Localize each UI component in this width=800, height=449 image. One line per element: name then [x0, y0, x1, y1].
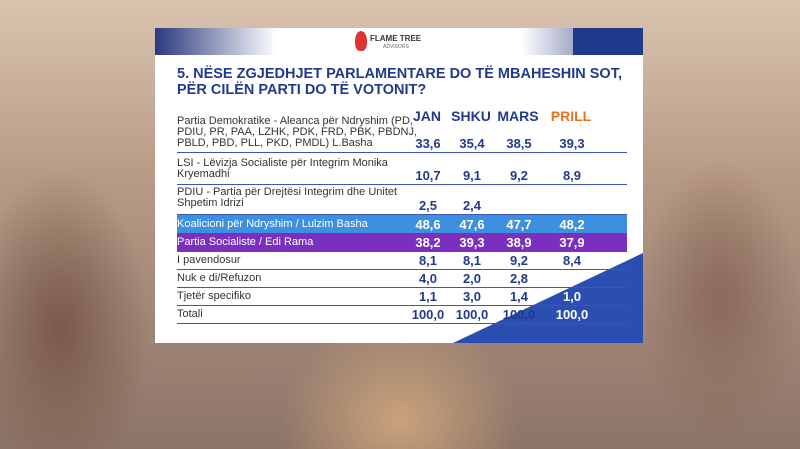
- cell-value: 35,4: [459, 136, 485, 151]
- cell-value: 38,5: [506, 136, 532, 151]
- row-label: Partia Demokratike - Aleanca për Ndryshi…: [177, 115, 418, 149]
- cell-value: 1,1: [418, 289, 438, 304]
- cell-value: 100,0: [555, 307, 589, 322]
- poll-panel: FLAME TREE ADVISORS 5. NËSE ZGJEDHJET PA…: [155, 28, 643, 343]
- table-row: Partia Demokratike - Aleanca për Ndryshi…: [177, 114, 627, 153]
- table-row: LSI - Lëvizja Socialiste për Integrim Mo…: [177, 156, 627, 185]
- cell-value: 1,0: [562, 289, 582, 304]
- cell-value: 39,3: [459, 235, 485, 250]
- cell-value: 2,4: [462, 198, 482, 213]
- cell-value: 38,2: [415, 235, 441, 250]
- table-row: Partia Socialiste / Edi Rama 38,2 39,3 38,9…: [177, 233, 627, 252]
- table-row: I pavendosur 8,1 8,1 9,2 8,4: [177, 251, 627, 270]
- cell-value: 8,4: [562, 253, 582, 268]
- question-title: 5. NËSE ZGJEDHJET PARLAMENTARE DO TË MBA…: [177, 66, 622, 98]
- cell-value: 2,8: [509, 271, 529, 286]
- cell-value: 1,4: [509, 289, 529, 304]
- cell-value: 8,9: [562, 168, 582, 183]
- row-label: I pavendosur: [177, 254, 241, 266]
- cell-value: 48,2: [559, 217, 585, 232]
- table-row: Tjetër specifiko 1,1 3,0 1,4 1,0: [177, 287, 627, 306]
- cell-value: 9,2: [509, 253, 529, 268]
- cell-value: 2,0: [462, 271, 482, 286]
- cell-value: 4,5: [562, 271, 582, 286]
- cell-value: 47,7: [506, 217, 532, 232]
- column-header: PRILL: [550, 108, 592, 124]
- cell-value: 38,9: [506, 235, 532, 250]
- decor: [453, 253, 643, 343]
- logo-icon: [355, 31, 367, 51]
- cell-value: 33,6: [415, 136, 441, 151]
- cell-value: 47,6: [459, 217, 485, 232]
- cell-value: 8,1: [462, 253, 482, 268]
- row-label: Partia Socialiste / Edi Rama: [177, 236, 314, 248]
- cell-value: 9,1: [462, 168, 482, 183]
- row-label: Totali: [177, 308, 203, 320]
- header-bar: [155, 28, 643, 55]
- table-row: Totali 100,0 100,0 100,0 100,0: [177, 305, 627, 324]
- cell-value: 39,3: [559, 136, 585, 151]
- cell-value: 37,9: [559, 235, 585, 250]
- row-label: Tjetër specifiko: [177, 290, 251, 302]
- column-header: MARS: [497, 108, 539, 124]
- logo: FLAME TREE: [370, 34, 422, 43]
- cell-value: 100,0: [455, 307, 489, 322]
- column-header: SHKU: [451, 108, 491, 124]
- cell-value: 100,0: [411, 307, 445, 322]
- cell-value: 3,0: [462, 289, 482, 304]
- row-label: Koalicioni për Ndryshim / Lulzim Basha: [177, 218, 368, 230]
- table-row: PDIU - Partia për Drejtësi Integrim dhe …: [177, 185, 627, 215]
- row-label: Nuk e di/Refuzon: [177, 272, 262, 284]
- table-row: Koalicioni për Ndryshim / Lulzim Basha 48…: [177, 215, 627, 234]
- cell-value: 8,1: [418, 253, 438, 268]
- row-label: PDIU - Partia për Drejtësi Integrim dhe …: [177, 186, 398, 209]
- cell-value: 9,2: [509, 168, 529, 183]
- cell-value: 48,6: [415, 217, 441, 232]
- row-label: LSI - Lëvizja Socialiste për Integrim Mo…: [177, 157, 388, 180]
- logo-sub: ADVISORS: [383, 44, 409, 50]
- cell-value: 2,5: [418, 198, 438, 213]
- flag: [573, 28, 643, 55]
- cell-value: 4,0: [418, 271, 438, 286]
- column-header: JAN: [412, 108, 441, 124]
- cell-value: 100,0: [502, 307, 536, 322]
- table-row: Nuk e di/Refuzon 4,0 2,0 2,8 4,5: [177, 269, 627, 288]
- cell-value: 10,7: [415, 168, 441, 183]
